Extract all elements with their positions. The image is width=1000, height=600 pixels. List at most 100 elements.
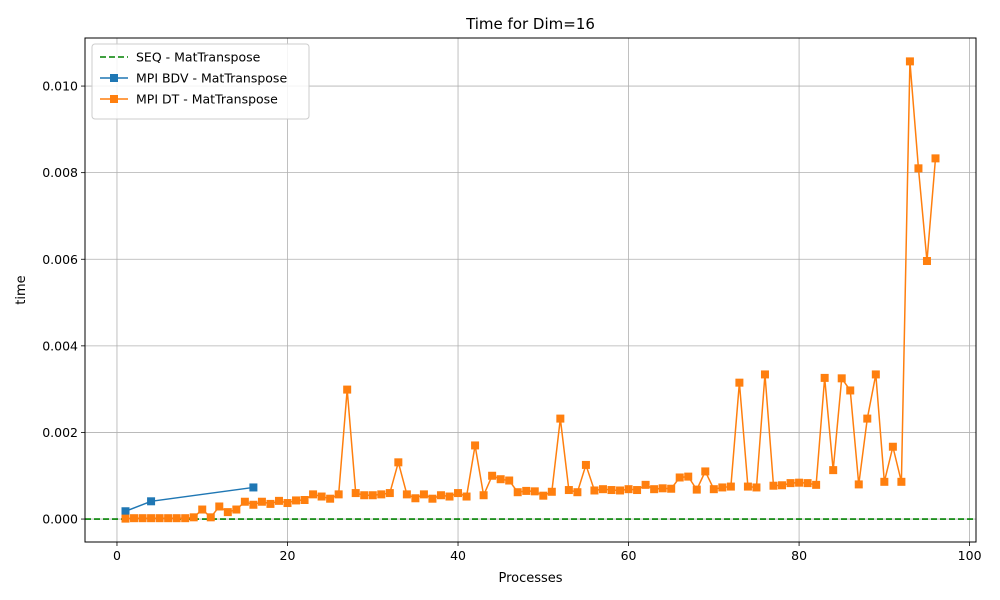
- data-point: [394, 458, 403, 467]
- x-tick-label: 40: [450, 548, 466, 563]
- data-point: [675, 473, 684, 482]
- data-point: [147, 514, 156, 523]
- data-point: [479, 491, 488, 500]
- data-point: [232, 505, 241, 514]
- data-point: [317, 492, 326, 501]
- data-point: [206, 513, 215, 522]
- data-point: [871, 370, 880, 379]
- data-point: [778, 481, 787, 490]
- data-point: [147, 497, 156, 506]
- x-tick-label: 80: [791, 548, 807, 563]
- data-point: [641, 480, 650, 489]
- data-point: [257, 497, 266, 506]
- series-2: [121, 483, 258, 516]
- data-point: [863, 414, 872, 423]
- data-point: [709, 485, 718, 494]
- x-tick-label: 60: [621, 548, 637, 563]
- data-point: [164, 514, 173, 523]
- data-point: [292, 496, 301, 505]
- data-point: [522, 486, 531, 495]
- data-point: [581, 460, 590, 469]
- data-point: [547, 487, 556, 496]
- data-point: [334, 490, 343, 499]
- data-point: [684, 472, 693, 481]
- series-3: [121, 57, 940, 523]
- data-point: [829, 466, 838, 475]
- data-point: [914, 164, 923, 173]
- data-point: [198, 505, 207, 514]
- data-point: [897, 477, 906, 486]
- legend-item: SEQ - MatTranspose: [100, 50, 261, 65]
- data-point: [905, 57, 914, 66]
- legend-label: SEQ - MatTranspose: [136, 50, 261, 65]
- data-point: [360, 491, 369, 500]
- data-point: [530, 487, 539, 496]
- data-point: [445, 492, 454, 501]
- axis-ticks: 0 20 40 60 80 100 0.000 0.002 0.004 0.006 0.008 0.0…: [42, 79, 981, 563]
- data-point: [505, 476, 514, 485]
- data-point: [573, 488, 582, 497]
- data-point: [786, 479, 795, 488]
- data-point: [590, 486, 599, 495]
- axes-frame: [84, 37, 977, 543]
- data-point: [385, 489, 394, 498]
- data-point: [130, 514, 139, 523]
- x-tick-label: 0: [113, 548, 121, 563]
- legend-item: MPI BDV - MatTranspose: [100, 71, 287, 86]
- data-point: [189, 513, 198, 522]
- data-point: [240, 497, 249, 506]
- data-point: [658, 484, 667, 493]
- data-point: [454, 489, 463, 498]
- legend-marker: [110, 74, 118, 82]
- data-point: [556, 414, 565, 423]
- legend-item: MPI DT - MatTranspose: [100, 92, 278, 107]
- data-point: [820, 373, 829, 382]
- data-point: [274, 496, 283, 505]
- data-point: [428, 494, 437, 503]
- data-point: [922, 256, 931, 265]
- data-point: [215, 502, 224, 511]
- data-point: [888, 442, 897, 451]
- data-point: [667, 484, 676, 493]
- data-point: [624, 485, 633, 494]
- data-point: [650, 485, 659, 494]
- data-point: [436, 491, 445, 500]
- x-tick-label: 100: [958, 548, 982, 563]
- data-point: [701, 467, 710, 476]
- y-tick-label: 0.010: [42, 79, 78, 94]
- y-tick-label: 0.006: [42, 252, 78, 267]
- data-point: [249, 483, 258, 492]
- data-point: [326, 494, 335, 503]
- legend-marker: [110, 95, 118, 103]
- data-point: [735, 378, 744, 387]
- data-point: [471, 441, 480, 450]
- data-point: [121, 514, 130, 523]
- data-point: [726, 482, 735, 491]
- data-point: [411, 494, 420, 503]
- data-point: [249, 500, 258, 509]
- data-point: [172, 514, 181, 523]
- y-tick-label: 0.004: [42, 338, 78, 353]
- data-point: [846, 386, 855, 395]
- data-point: [931, 154, 940, 163]
- y-axis-label: time: [14, 275, 29, 304]
- data-point: [616, 486, 625, 495]
- data-point: [462, 492, 471, 501]
- data-point: [803, 479, 812, 488]
- data-point: [138, 514, 147, 523]
- data-point: [223, 508, 232, 517]
- data-point: [539, 491, 548, 500]
- data-point: [402, 490, 411, 499]
- y-tick-label: 0.002: [42, 425, 78, 440]
- data-point: [607, 486, 616, 495]
- data-point: [513, 488, 522, 497]
- data-point: [769, 481, 778, 490]
- x-axis-label: Processes: [498, 571, 562, 586]
- chart-title: Time for Dim=16: [465, 15, 595, 33]
- data-point: [760, 370, 769, 379]
- data-point: [343, 385, 352, 394]
- data-point: [598, 485, 607, 494]
- data-point: [121, 507, 130, 516]
- data-point: [633, 486, 642, 495]
